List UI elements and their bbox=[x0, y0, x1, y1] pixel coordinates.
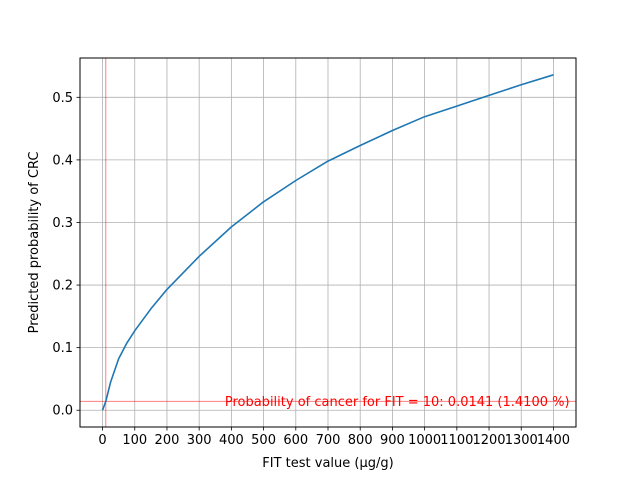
x-tick-label: 300 bbox=[187, 433, 212, 448]
y-tick-label: 0.5 bbox=[52, 91, 73, 106]
x-tick-label: 1100 bbox=[440, 433, 473, 448]
y-axis-label: Predicted probability of CRC bbox=[27, 152, 42, 334]
x-axis-label: FIT test value (µg/g) bbox=[262, 456, 393, 471]
x-tick-label: 0 bbox=[98, 433, 106, 448]
y-tick-label: 0.0 bbox=[52, 404, 73, 419]
x-tick-label: 600 bbox=[283, 433, 308, 448]
x-tick-label: 900 bbox=[380, 433, 405, 448]
y-tick-label: 0.2 bbox=[52, 279, 73, 294]
x-tick-label: 100 bbox=[122, 433, 147, 448]
x-tick-label: 1000 bbox=[408, 433, 441, 448]
x-tick-label: 800 bbox=[348, 433, 373, 448]
grid-layer bbox=[80, 58, 576, 427]
reference-lines bbox=[80, 58, 576, 427]
y-axis-ticks: 0.0 0.1 0.2 0.3 0.4 0.5 bbox=[52, 91, 80, 419]
y-tick-label: 0.4 bbox=[52, 153, 73, 168]
y-tick-label: 0.1 bbox=[52, 341, 73, 356]
x-tick-label: 1300 bbox=[505, 433, 538, 448]
x-tick-label: 1200 bbox=[472, 433, 505, 448]
x-tick-label: 700 bbox=[316, 433, 341, 448]
x-tick-label: 1400 bbox=[537, 433, 570, 448]
series-line bbox=[101, 74, 554, 411]
series-layer bbox=[101, 74, 554, 411]
x-tick-label: 200 bbox=[155, 433, 180, 448]
annotation-label: Probability of cancer for FIT = 10: 0.01… bbox=[225, 395, 570, 410]
x-axis-ticks: 0 100 200 300 400 500 600 700 800 900 1000 1100 1200… bbox=[98, 427, 570, 448]
x-tick-label: 500 bbox=[251, 433, 276, 448]
y-tick-label: 0.3 bbox=[52, 216, 73, 231]
x-tick-label: 400 bbox=[219, 433, 244, 448]
